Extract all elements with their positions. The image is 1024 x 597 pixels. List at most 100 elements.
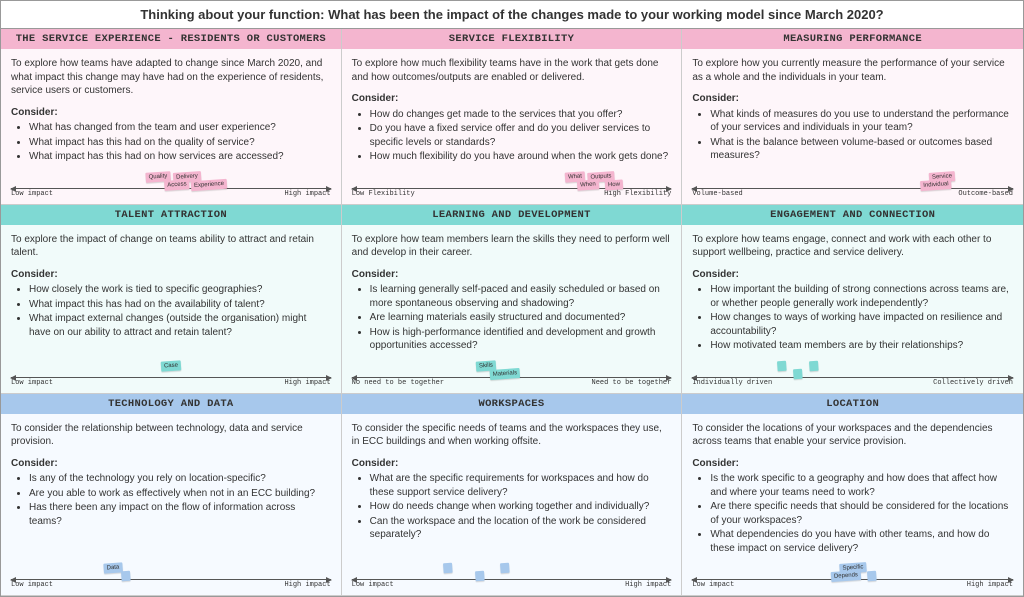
category-header: WORKSPACES (342, 394, 682, 414)
scale-label-right: High impact (625, 581, 671, 589)
category-intro: To explore how much flexibility teams ha… (352, 57, 672, 84)
scale-label-right: Outcome-based (958, 190, 1013, 198)
category-intro: To explore how teams have adapted to cha… (11, 57, 331, 98)
scale-label-left: No need to be together (352, 379, 444, 387)
consider-label: Consider: (352, 268, 672, 282)
scale-label-right: Collectively driven (933, 379, 1013, 387)
category-body: To explore how teams have adapted to cha… (1, 49, 341, 170)
category-header: LEARNING AND DEVELOPMENT (342, 205, 682, 225)
scale: Low impactHigh impactData (1, 561, 341, 595)
consider-label: Consider: (692, 268, 1013, 282)
category-cell: ENGAGEMENT AND CONNECTIONTo explore how … (682, 205, 1023, 394)
consider-item: How changes to ways of working have impa… (710, 311, 1013, 338)
consider-item: How closely the work is tied to specific… (29, 283, 331, 297)
consider-list: What kinds of measures do you use to und… (692, 108, 1013, 163)
scale-marker: When (577, 179, 599, 190)
consider-item: What has changed from the team and user … (29, 121, 331, 135)
consider-label: Consider: (352, 92, 672, 106)
scale: Volume-basedOutcome-basedServiceIndividu… (682, 170, 1023, 204)
scale-marker (500, 563, 510, 574)
consider-label: Consider: (352, 457, 672, 471)
category-cell: LOCATIONTo consider the locations of you… (682, 394, 1023, 597)
category-cell: MEASURING PERFORMANCE To explore how you … (682, 29, 1023, 205)
consider-list: What has changed from the team and user … (11, 121, 331, 164)
scale-label-left: Low impact (11, 190, 53, 198)
scale-label-left: Low Flexibility (352, 190, 415, 198)
category-body: To explore how much flexibility teams ha… (342, 49, 682, 170)
scale-marker (777, 360, 787, 371)
scale-label-right: Need to be together (592, 379, 672, 387)
category-header: MEASURING PERFORMANCE (682, 29, 1023, 49)
consider-item: What impact has this had on the quality … (29, 136, 331, 150)
scale-label-left: Low impact (352, 581, 394, 589)
scale-label-right: High impact (284, 379, 330, 387)
consider-item: Are you able to work as effectively when… (29, 487, 331, 501)
consider-list: Is any of the technology you rely on loc… (11, 472, 331, 528)
consider-item: What kinds of measures do you use to und… (710, 108, 1013, 135)
consider-item: Is the work specific to a geography and … (710, 472, 1013, 499)
scale: Low impact High impact (342, 561, 682, 595)
category-body: To consider the specific needs of teams … (342, 414, 682, 562)
scale-label-left: Low impact (11, 581, 53, 589)
consider-item: What dependencies do you have with other… (710, 528, 1013, 555)
category-body: To consider the locations of your worksp… (682, 414, 1023, 562)
consider-item: What are the specific requirements for w… (370, 472, 672, 499)
scale-marker (443, 563, 453, 574)
consider-item: What impact external changes (outside th… (29, 312, 331, 339)
scale-label-left: Individually driven (692, 379, 772, 387)
scale-label-right: High Flexibility (604, 190, 671, 198)
consider-item: What is the balance between volume-based… (710, 136, 1013, 163)
grid: THE SERVICE EXPERIENCE - RESIDENTS OR CU… (1, 29, 1023, 596)
category-body: To explore the impact of change on teams… (1, 225, 341, 359)
category-cell: THE SERVICE EXPERIENCE - RESIDENTS OR CU… (1, 29, 342, 205)
consider-list: How important the building of strong con… (692, 283, 1013, 353)
scale-marker (793, 368, 803, 379)
consider-item: How important the building of strong con… (710, 283, 1013, 310)
scale: Low FlexibilityHigh FlexibilityWhatOutpu… (342, 170, 682, 204)
consider-list: Is learning generally self-paced and eas… (352, 283, 672, 353)
category-body: To explore how you currently measure the… (682, 49, 1023, 170)
consider-item: How do needs change when working togethe… (370, 500, 672, 514)
category-cell: LEARNING AND DEVELOPMENTTo explore how t… (342, 205, 683, 394)
category-body: To consider the relationship between tec… (1, 414, 341, 562)
consider-item: How is high-performance identified and d… (370, 326, 672, 353)
scale: Low impactHigh impactQualityDeliveryAcce… (1, 170, 341, 204)
scale: Individually driven Collectively driven (682, 359, 1023, 393)
consider-item: Do you have a fixed service offer and do… (370, 122, 672, 149)
consider-list: Is the work specific to a geography and … (692, 472, 1013, 555)
consider-label: Consider: (692, 92, 1013, 106)
consider-item: Are learning materials easily structured… (370, 311, 672, 325)
scale: Low impactHigh impactCase (1, 359, 341, 393)
scale-marker: Depends (831, 570, 862, 582)
scale-line (352, 188, 672, 189)
scale-label-left: Low impact (692, 581, 734, 589)
category-header: TECHNOLOGY AND DATA (1, 394, 341, 414)
scale-marker (809, 360, 819, 371)
scale-label-left: Volume-based (692, 190, 742, 198)
consider-item: What impact this has had on the availabi… (29, 298, 331, 312)
consider-item: Is learning generally self-paced and eas… (370, 283, 672, 310)
consider-label: Consider: (11, 457, 331, 471)
scale: No need to be together Need to be togethe… (342, 359, 682, 393)
category-intro: To explore how you currently measure the… (692, 57, 1013, 84)
consider-list: How closely the work is tied to specific… (11, 283, 331, 339)
scale-marker: Access (164, 179, 190, 191)
worksheet: Thinking about your function: What has b… (0, 0, 1024, 597)
scale-line (11, 377, 331, 378)
consider-item: Can the workspace and the location of th… (370, 515, 672, 542)
scale-marker: How (604, 179, 623, 190)
category-header: SERVICE FLEXIBILITY (342, 29, 682, 49)
scale-marker: Case (160, 360, 181, 371)
category-cell: TALENT ATTRACTIONTo explore the impact o… (1, 205, 342, 394)
category-cell: WORKSPACESTo consider the specific needs… (342, 394, 683, 597)
scale-label-right: High impact (967, 581, 1013, 589)
consider-item: How do changes get made to the services … (370, 108, 672, 122)
category-intro: To consider the relationship between tec… (11, 422, 331, 449)
category-header: ENGAGEMENT AND CONNECTION (682, 205, 1023, 225)
scale-label-right: High impact (284, 190, 330, 198)
consider-list: What are the specific requirements for w… (352, 472, 672, 542)
scale-marker: Individual (920, 178, 952, 190)
consider-label: Consider: (11, 268, 331, 282)
category-intro: To explore the impact of change on teams… (11, 233, 331, 260)
consider-item: How motivated team members are by their … (710, 339, 1013, 353)
